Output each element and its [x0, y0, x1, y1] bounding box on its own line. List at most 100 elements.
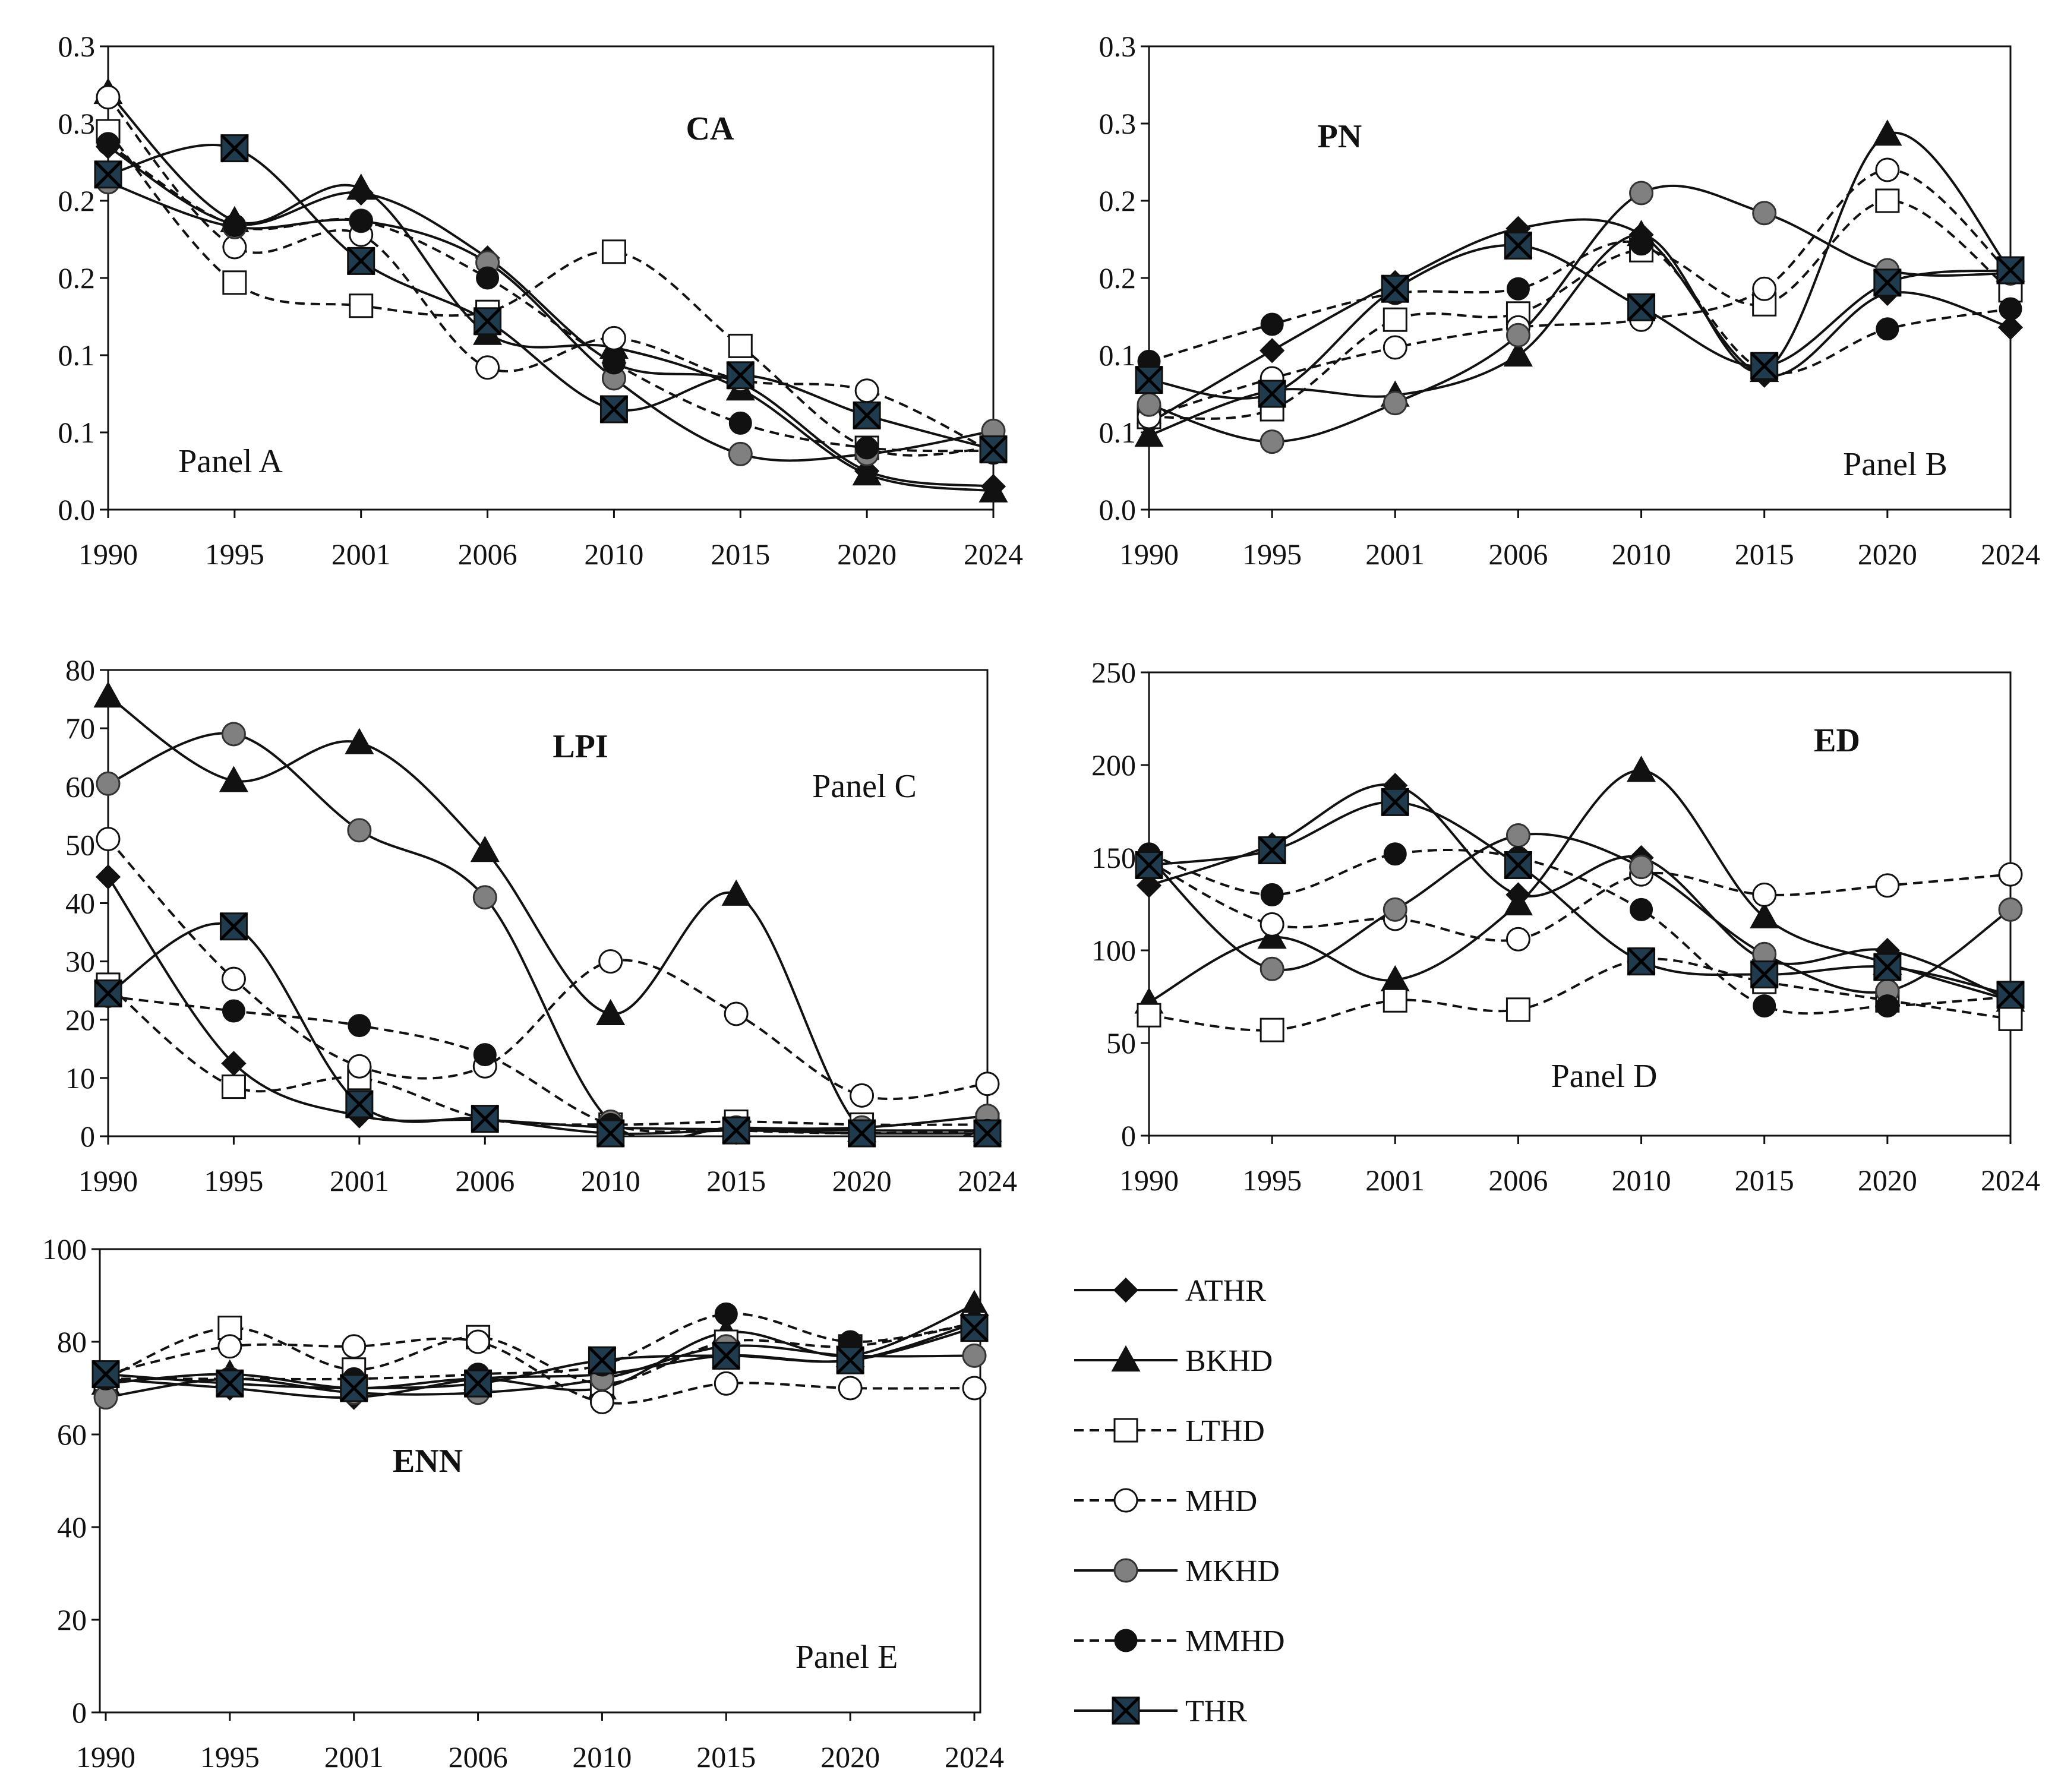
point-mhd	[1998, 862, 2023, 887]
legend-marker-athr	[1113, 1277, 1139, 1303]
point-thr	[1381, 788, 1410, 817]
point-mkhd	[1998, 897, 2023, 922]
x-tick-label: 2015	[1735, 538, 1794, 571]
series-line-mkhd	[108, 181, 993, 462]
x-tick-label: 2015	[711, 538, 770, 571]
panel-2: 0 10 20 30 40 50 60 70 80 1990 1995 2001 2006 2010 201…	[65, 653, 1017, 1197]
x-tick-label: 2001	[332, 538, 391, 571]
point-mmhd	[1506, 277, 1530, 301]
point-thr	[220, 134, 249, 163]
series-line-mhd	[108, 96, 993, 454]
point-mmhd	[1876, 317, 1899, 341]
point-thr	[588, 1346, 617, 1374]
y-tick-label: 0	[1121, 1119, 1136, 1152]
x-tick-label: 2020	[837, 538, 897, 571]
series-line-lthd	[105, 1322, 975, 1385]
point-mkhd	[1629, 181, 1654, 206]
point-thr	[1504, 851, 1533, 880]
panel-label: Panel C	[812, 768, 917, 805]
x-tick-label: 2010	[1612, 538, 1671, 571]
series-line-mmhd	[106, 1312, 975, 1380]
point-mmhd	[1383, 842, 1407, 866]
point-mmhd	[473, 1043, 497, 1067]
point-bkhd	[979, 476, 1008, 502]
legend-item-thr: THR	[1074, 1695, 1247, 1728]
point-thr	[94, 160, 122, 189]
series-line-thr	[1149, 244, 2010, 400]
legend-label: MHD	[1185, 1484, 1257, 1518]
point-mkhd	[1752, 201, 1777, 226]
panel-title: ED	[1814, 722, 1860, 759]
point-mkhd	[1505, 823, 1530, 848]
legend-item-athr: ATHR	[1074, 1274, 1266, 1308]
y-tick-label: 0.3	[1099, 107, 1137, 140]
point-lthd	[1505, 997, 1530, 1022]
x-tick-label: 1995	[204, 1164, 263, 1197]
point-mkhd	[96, 771, 121, 796]
point-mmhd	[349, 209, 373, 233]
legend-marker-bkhd	[1111, 1345, 1141, 1372]
point-thr	[712, 1341, 741, 1370]
point-thr	[847, 1119, 876, 1148]
x-tick-label: 1995	[200, 1740, 260, 1774]
point-thr	[1873, 953, 1902, 981]
y-tick-label: 0	[72, 1696, 87, 1729]
legend-label: THR	[1185, 1695, 1247, 1728]
point-bkhd	[1134, 421, 1164, 447]
point-lthd	[222, 270, 247, 295]
legend-label: LTHD	[1185, 1414, 1265, 1448]
x-tick-label: 2020	[1858, 1164, 1917, 1197]
point-mkhd	[1505, 323, 1530, 347]
point-lthd	[728, 333, 753, 358]
point-mmhd	[96, 132, 120, 156]
series-line-lthd	[108, 130, 993, 457]
y-tick-label: 100	[1091, 934, 1136, 967]
point-mmhd	[855, 436, 879, 460]
series-line-thr	[1149, 801, 2010, 996]
point-mkhd	[1260, 429, 1284, 454]
legend-label: BKHD	[1185, 1344, 1273, 1378]
point-thr	[1996, 981, 2025, 1009]
x-tick-label: 2024	[1981, 538, 2040, 571]
point-lthd	[1382, 307, 1407, 332]
x-tick-label: 2020	[832, 1164, 892, 1197]
series-line-lthd	[1149, 199, 2010, 420]
legend-label: MMHD	[1185, 1625, 1285, 1658]
panel-title: CA	[686, 110, 734, 147]
legend-item-mhd: MHD	[1074, 1484, 1257, 1518]
point-mhd	[838, 1376, 863, 1401]
point-mhd	[850, 1083, 875, 1108]
y-tick-label: 80	[65, 653, 95, 687]
point-mhd	[962, 1376, 987, 1401]
x-tick-label: 2024	[1981, 1164, 2040, 1197]
point-lthd	[349, 293, 374, 318]
y-tick-label: 150	[1091, 841, 1136, 874]
point-bkhd	[219, 766, 248, 792]
point-mmhd	[1753, 994, 1776, 1018]
legend-item-mmhd: MMHD	[1074, 1625, 1285, 1658]
series-markers	[1134, 119, 2025, 454]
panel-4: 0 20 40 60 80 100 1990 1995 2001 2006 2010 2015 2020…	[42, 1232, 1004, 1774]
point-athr	[1997, 315, 2024, 340]
point-thr	[596, 1119, 625, 1148]
point-bkhd	[852, 459, 882, 486]
point-mhd	[1382, 335, 1407, 360]
point-thr	[722, 1116, 750, 1145]
point-mmhd	[476, 266, 500, 290]
legend: ATHR BKHD LTHD MHD MKHD MMHD THR	[1074, 1274, 1285, 1728]
y-tick-label: 250	[1091, 656, 1136, 689]
point-mmhd	[602, 351, 626, 375]
point-mkhd	[347, 818, 372, 843]
panel-label: Panel B	[1843, 446, 1947, 483]
y-tick-label: 0.2	[58, 184, 96, 217]
legend-marker-thr	[1112, 1696, 1140, 1725]
point-mkhd	[221, 722, 246, 747]
legend-marker-mkhd	[1113, 1558, 1138, 1583]
x-tick-label: 2010	[572, 1740, 632, 1774]
x-tick-label: 2024	[964, 538, 1023, 571]
point-lthd	[221, 1074, 246, 1099]
series-line-mmhd	[1149, 848, 2010, 1015]
point-thr	[973, 1119, 1002, 1148]
series-line-athr	[1149, 218, 2010, 425]
point-bkhd	[93, 681, 123, 708]
